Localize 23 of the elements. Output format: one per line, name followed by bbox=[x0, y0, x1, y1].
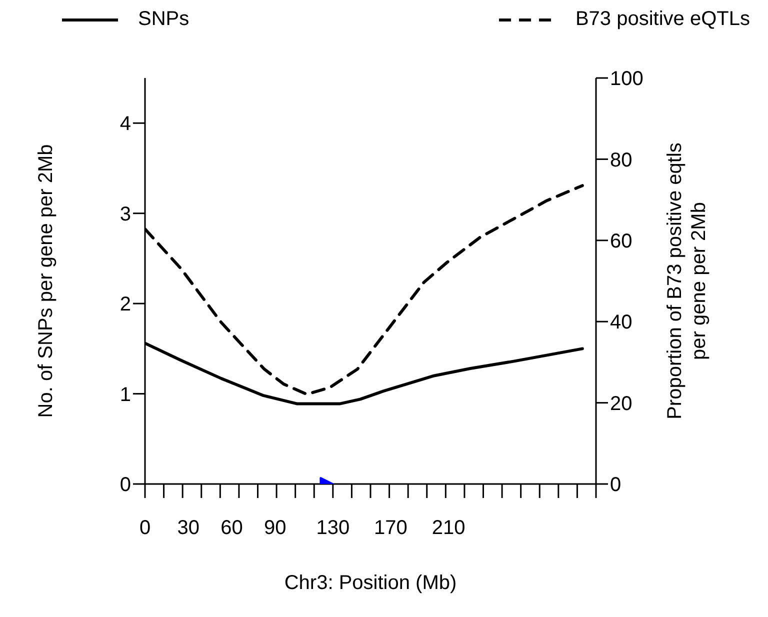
y2-tick-label: 100 bbox=[610, 68, 644, 90]
x-axis-title: Chr3: Position (Mb) bbox=[284, 572, 457, 594]
x-tick-label: 0 bbox=[139, 517, 151, 539]
y-tick-label: 1 bbox=[120, 384, 131, 406]
y2-tick-label: 40 bbox=[610, 312, 632, 334]
y-tick-label: 3 bbox=[120, 203, 131, 226]
legend-label: B73 positive eQTLs bbox=[575, 8, 750, 31]
y2-axis-title: Proportion of B73 positive eqtls per gene per 2Mb bbox=[664, 142, 710, 420]
y2-tick-label: 80 bbox=[610, 149, 632, 172]
y-tick-label: 2 bbox=[120, 294, 131, 316]
y2-tick-label: 20 bbox=[610, 392, 632, 415]
x-tick-label: 170 bbox=[374, 517, 408, 539]
y2-tick-label: 0 bbox=[610, 474, 622, 496]
x-tick-label: 210 bbox=[432, 517, 466, 539]
x-tick-label: 60 bbox=[220, 517, 243, 539]
x-tick-label: 90 bbox=[264, 517, 286, 539]
legend-label: SNPs bbox=[138, 8, 190, 31]
x-tick-label: 130 bbox=[316, 517, 350, 539]
y2-tick-label: 60 bbox=[610, 230, 632, 252]
y-axis-title: No. of SNPs per gene per 2Mb bbox=[35, 144, 58, 418]
y-tick-label: 4 bbox=[120, 113, 131, 136]
y-tick-label: 0 bbox=[120, 474, 131, 496]
x-tick-label: 30 bbox=[177, 517, 200, 539]
